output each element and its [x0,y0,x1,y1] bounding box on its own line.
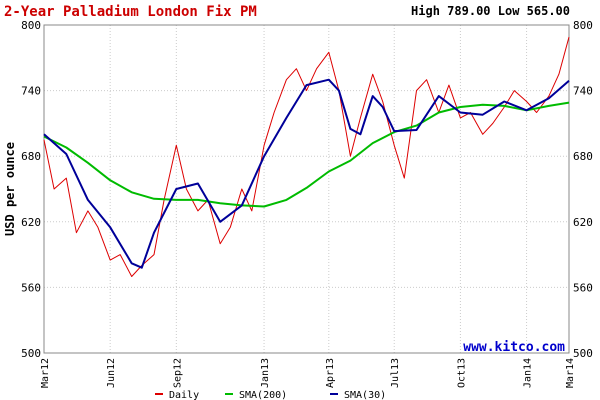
x-tick-label: Mar14 [565,358,576,388]
y-tick-label: 500 [21,347,41,360]
y-axis-label: USD per ounce [3,142,17,236]
legend-label: SMA(200) [239,390,287,400]
y-tick-label: 740 [573,85,593,98]
x-tick-label: Mar12 [40,358,51,388]
series-line-sma-200 [43,101,570,208]
series-line-daily [43,36,570,277]
legend-label: Daily [169,390,199,400]
x-axis: Mar12 Jun12 Sep12 Jan13 Apr13 Jul13 Oct13 Jan14… [40,358,576,388]
y-tick-label: 800 [573,19,593,32]
y-tick-label: 560 [21,281,41,294]
y-tick-label: 680 [21,150,41,163]
legend-label: SMA(30) [344,390,386,400]
y-tick-label: 680 [573,150,593,163]
plot-frame [43,24,570,354]
y-tick-label: 560 [573,281,593,294]
y-tick-label: 620 [573,216,593,229]
high-low-stats: High 789.00 Low 565.00 [411,4,570,18]
y-tick-label: 800 [21,19,41,32]
y-tick-label: 500 [573,347,593,360]
x-tick-label: Apr13 [325,358,336,388]
series-line-sma-30 [43,78,570,269]
watermark: www.kitco.com [463,340,565,355]
x-tick-label: Jul13 [390,358,401,388]
chart-title: 2-Year Palladium London Fix PM [4,4,257,20]
series-layer [43,36,570,277]
y-tick-label: 620 [21,216,41,229]
x-tick-label: Sep12 [172,358,183,388]
y-axis-left: 500 560 620 680 740 800 [21,19,41,360]
x-tick-label: Jan13 [260,358,271,388]
x-tick-label: Jan14 [523,358,534,388]
x-tick-label: Jun12 [106,358,117,388]
y-tick-label: 740 [21,85,41,98]
y-axis-right: 500 560 620 680 740 800 [573,19,593,360]
legend: Daily SMA(200) SMA(30) [155,390,386,400]
x-tick-label: Oct13 [456,358,467,388]
